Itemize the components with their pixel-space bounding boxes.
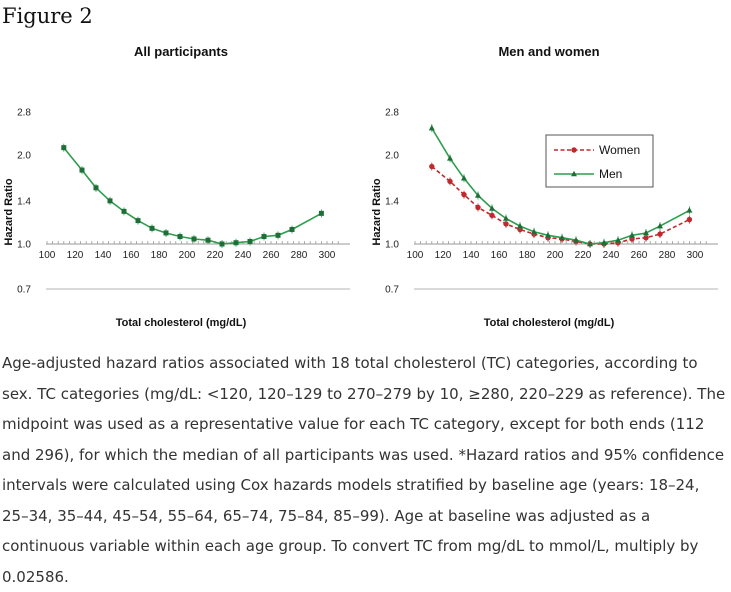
c2-data-point: [686, 207, 693, 213]
c2-x-tick-label: 260: [631, 250, 648, 261]
c1-x-axis-label: Total cholesterol (mg/dL): [116, 317, 247, 329]
c2-data-point: [503, 215, 509, 221]
c2-data-point: [429, 163, 435, 170]
c2-x-tick-label: 280: [659, 250, 676, 261]
c2-x-tick-label: 180: [519, 250, 536, 261]
c1-x-tick-label: 240: [235, 250, 252, 261]
c2-data-point: [475, 204, 481, 211]
c1-data-point: [247, 238, 253, 244]
c1-y-axis-label: Hazard Ratio: [3, 178, 15, 246]
c1-x-tick-label: 220: [207, 250, 224, 261]
c1-y-tick-label: 2.8: [17, 108, 31, 119]
c2-data-point: [447, 178, 453, 185]
c1-data-point: [205, 237, 211, 243]
c1-x-tick-label: 100: [39, 250, 56, 261]
c1-data-point: [289, 226, 295, 232]
c2-x-tick-label: 300: [687, 250, 704, 261]
c2-data-point: [657, 231, 663, 237]
c2-y-tick-label: 2.8: [385, 108, 399, 119]
c2-data-point: [428, 124, 435, 131]
figure-caption: Age-adjusted hazard ratios associated wi…: [2, 354, 726, 586]
c2-y-tick-label: 0.7: [385, 285, 399, 296]
c1-series-line-0: [63, 147, 322, 245]
c2-x-tick-label: 100: [407, 250, 424, 261]
c2-data-point: [657, 222, 663, 229]
c1-data-point: [107, 198, 113, 204]
c2-legend: Women Men: [545, 134, 654, 188]
c2-legend-marker: [571, 147, 577, 153]
c2-series-line-women: [431, 165, 690, 245]
c2-data-point: [475, 192, 481, 198]
chart-men-and-women: Men and women Hazard Ratio 2.8 2.0 1.4 1.0 0.7…: [371, 44, 718, 329]
c1-data-point: [149, 225, 155, 231]
c2-data-point: [503, 221, 509, 227]
c1-y-tick-label: 1.0: [17, 240, 31, 251]
c2-data-point: [489, 212, 495, 219]
figure-title: Figure 2: [2, 4, 93, 28]
c2-data-point: [489, 205, 495, 211]
c1-data-point: [163, 230, 169, 236]
c2-data-point: [573, 236, 579, 243]
c1-data-point: [275, 232, 281, 238]
c1-data-point: [79, 167, 85, 173]
c1-x-tick-label: 180: [151, 250, 168, 261]
c2-data-point: [559, 234, 565, 241]
c2-y-tick-label: 2.0: [385, 151, 399, 162]
c1-chart-title: All participants: [134, 44, 228, 59]
c2-data-point: [447, 155, 453, 161]
c1-y-tick-label: 2.0: [17, 151, 31, 162]
c1-data-point: [261, 234, 267, 240]
c2-data-point: [615, 236, 621, 243]
c1-data-point: [191, 236, 197, 242]
c1-x-tick-label: 280: [291, 250, 308, 261]
c2-x-tick-label: 240: [603, 250, 620, 261]
c2-data-point: [686, 216, 693, 223]
c2-legend-label: Men: [599, 167, 622, 181]
c2-data-point: [461, 191, 467, 198]
c2-data-point: [601, 239, 607, 246]
c2-data-point: [531, 228, 537, 235]
c2-x-tick-label: 200: [547, 250, 564, 261]
c2-data-point: [629, 232, 635, 238]
c1-data-point: [177, 234, 183, 240]
c1-data-point: [135, 218, 141, 224]
c2-x-tick-label: 160: [491, 250, 508, 261]
c2-data-point: [643, 235, 649, 241]
c2-data-point: [517, 222, 523, 229]
c1-y-tick-label: 0.7: [17, 285, 31, 296]
c2-data-point: [545, 232, 551, 238]
c2-y-axis-label: Hazard Ratio: [371, 178, 383, 246]
c2-y-tick-label: 1.4: [385, 196, 399, 207]
c2-series-line-men: [431, 127, 690, 245]
c1-x-tick-label: 300: [319, 250, 336, 261]
c2-legend-marker: [571, 170, 577, 177]
c1-data-point: [61, 145, 67, 151]
c2-x-tick-label: 140: [463, 250, 480, 261]
c1-x-tick-label: 200: [179, 250, 196, 261]
chart-all-participants: All participants Hazard Ratio 2.8 2.0 1.4 1.0…: [3, 44, 350, 329]
c1-data-point: [233, 240, 239, 246]
c2-x-axis-label: Total cholesterol (mg/dL): [484, 317, 615, 329]
c2-data-point: [587, 240, 593, 247]
c2-x-tick-label: 220: [575, 250, 592, 261]
c2-y-tick-label: 1.0: [385, 240, 399, 251]
c1-data-point: [93, 185, 99, 191]
c1-x-tick-label: 160: [123, 250, 140, 261]
c1-y-tick-label: 1.4: [17, 196, 31, 207]
c2-data-point: [643, 229, 649, 236]
c1-x-tick-label: 260: [263, 250, 280, 261]
c2-legend-label: Women: [599, 143, 640, 157]
c2-x-tick-label: 120: [435, 250, 452, 261]
c1-data-point: [121, 208, 127, 214]
c2-legend-box: [545, 134, 654, 188]
c2-data-point: [461, 174, 467, 181]
c1-x-tick-label: 140: [95, 250, 112, 261]
c1-data-point: [219, 241, 225, 247]
c1-x-tick-label: 120: [67, 250, 84, 261]
c1-data-point: [318, 210, 324, 216]
c2-chart-title: Men and women: [498, 44, 599, 59]
